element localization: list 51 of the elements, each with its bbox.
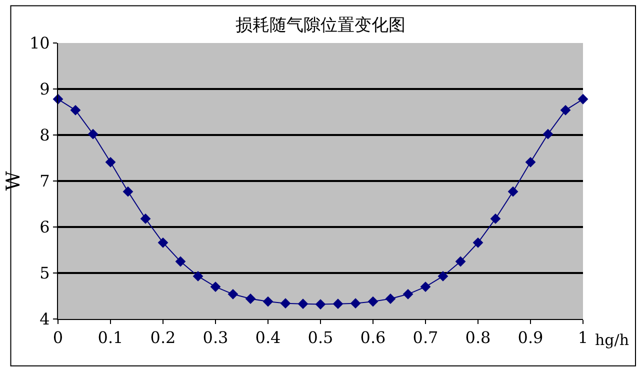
point <box>350 298 361 309</box>
point <box>560 104 571 116</box>
point <box>262 296 274 307</box>
point <box>385 294 396 304</box>
point <box>298 298 308 310</box>
point <box>140 214 151 224</box>
x-tick-label: 0.1 <box>98 328 124 348</box>
x-tick-label: 0 <box>52 328 64 348</box>
point <box>332 298 344 310</box>
y-tick-label: 4 <box>40 310 50 329</box>
point <box>368 296 378 307</box>
point <box>525 156 536 168</box>
point <box>438 271 448 282</box>
point <box>228 288 238 300</box>
point <box>175 256 186 267</box>
point <box>315 299 326 310</box>
point <box>245 294 256 304</box>
y-tick-label: 7 <box>40 172 50 191</box>
x-tick-label: 0.6 <box>360 328 386 348</box>
point <box>420 282 431 292</box>
point <box>578 94 588 104</box>
x-tick-label: 1 <box>578 328 588 348</box>
x-tick-label: 0.2 <box>150 328 176 348</box>
y-tick-label: 5 <box>40 264 50 283</box>
point <box>122 186 134 197</box>
point <box>192 271 204 282</box>
y-tick-label: 9 <box>40 80 50 99</box>
point <box>158 237 168 248</box>
point <box>280 298 291 309</box>
point <box>490 214 501 224</box>
y-tick-label: 10 <box>29 34 50 53</box>
point <box>472 237 484 248</box>
point <box>455 256 466 267</box>
x-tick-label: 0.7 <box>412 328 438 348</box>
point <box>508 186 518 197</box>
x-tick-label: 0.4 <box>255 328 281 348</box>
point <box>542 128 554 140</box>
point <box>210 282 221 292</box>
x-tick-label: 0.3 <box>202 328 228 348</box>
x-tick-label: 0.9 <box>518 328 544 348</box>
x-axis-title: hg/h <box>595 331 630 349</box>
y-axis-title: W <box>2 170 24 191</box>
x-tick-label: 0.5 <box>308 328 334 348</box>
y-tick-label: 6 <box>40 218 50 237</box>
x-tick-label: 0.8 <box>465 328 491 348</box>
y-tick-label: 8 <box>40 126 50 145</box>
point <box>70 104 81 116</box>
point <box>88 128 98 140</box>
point <box>402 288 414 300</box>
point <box>105 156 116 168</box>
chart-title: 损耗随气隙位置变化图 <box>236 16 406 36</box>
